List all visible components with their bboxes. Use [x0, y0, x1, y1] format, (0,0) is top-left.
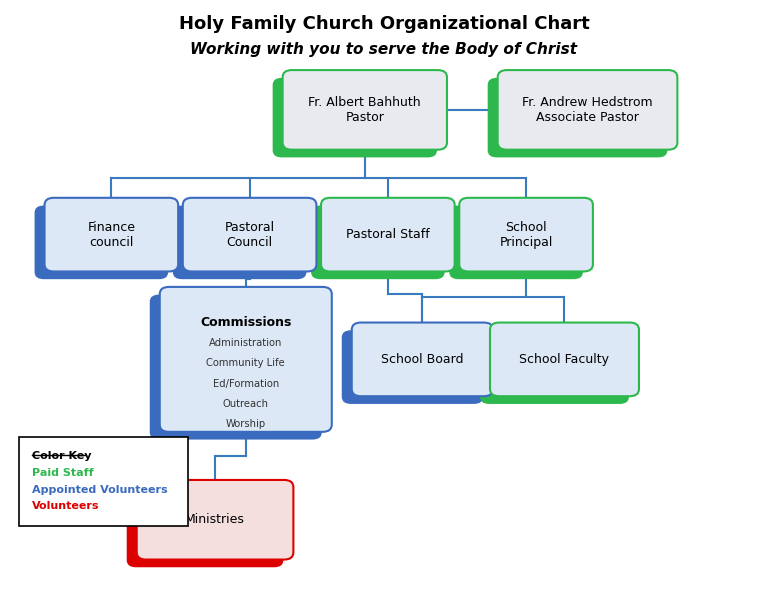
- Text: Pastoral Staff: Pastoral Staff: [346, 228, 430, 241]
- Text: Paid Staff: Paid Staff: [32, 468, 94, 478]
- Text: Working with you to serve the Body of Christ: Working with you to serve the Body of Ch…: [190, 42, 578, 56]
- FancyBboxPatch shape: [449, 206, 583, 279]
- Text: School
Principal: School Principal: [499, 220, 553, 249]
- FancyBboxPatch shape: [352, 323, 493, 396]
- FancyBboxPatch shape: [273, 78, 437, 157]
- FancyBboxPatch shape: [45, 198, 178, 271]
- FancyBboxPatch shape: [35, 206, 168, 279]
- Text: Appointed Volunteers: Appointed Volunteers: [32, 485, 168, 495]
- Text: School Faculty: School Faculty: [519, 353, 610, 366]
- FancyBboxPatch shape: [498, 70, 677, 150]
- Text: Fr. Albert Bahhuth
Pastor: Fr. Albert Bahhuth Pastor: [309, 96, 421, 124]
- Text: Worship: Worship: [226, 419, 266, 429]
- FancyBboxPatch shape: [342, 330, 483, 404]
- FancyBboxPatch shape: [311, 206, 445, 279]
- Text: Color Key: Color Key: [32, 451, 91, 462]
- FancyBboxPatch shape: [150, 295, 322, 440]
- FancyBboxPatch shape: [480, 330, 629, 404]
- FancyBboxPatch shape: [459, 198, 593, 271]
- Text: Pastoral
Council: Pastoral Council: [224, 220, 275, 249]
- FancyBboxPatch shape: [173, 206, 306, 279]
- Text: Fr. Andrew Hedstrom
Associate Pastor: Fr. Andrew Hedstrom Associate Pastor: [522, 96, 653, 124]
- FancyBboxPatch shape: [137, 480, 293, 560]
- Text: Ed/Formation: Ed/Formation: [213, 378, 279, 388]
- Text: Holy Family Church Organizational Chart: Holy Family Church Organizational Chart: [179, 15, 589, 33]
- Text: Finance
council: Finance council: [88, 220, 135, 249]
- FancyBboxPatch shape: [321, 198, 455, 271]
- FancyBboxPatch shape: [19, 437, 188, 526]
- FancyBboxPatch shape: [183, 198, 316, 271]
- FancyBboxPatch shape: [490, 323, 639, 396]
- FancyBboxPatch shape: [160, 287, 332, 432]
- Text: School Board: School Board: [381, 353, 464, 366]
- Text: Community Life: Community Life: [207, 358, 285, 368]
- Text: Commissions: Commissions: [200, 316, 291, 329]
- Text: Ministries: Ministries: [185, 513, 245, 526]
- Text: Volunteers: Volunteers: [32, 501, 100, 511]
- Text: Outreach: Outreach: [223, 399, 269, 409]
- Text: Administration: Administration: [209, 338, 283, 348]
- FancyBboxPatch shape: [127, 488, 283, 567]
- FancyBboxPatch shape: [488, 78, 667, 157]
- FancyBboxPatch shape: [283, 70, 447, 150]
